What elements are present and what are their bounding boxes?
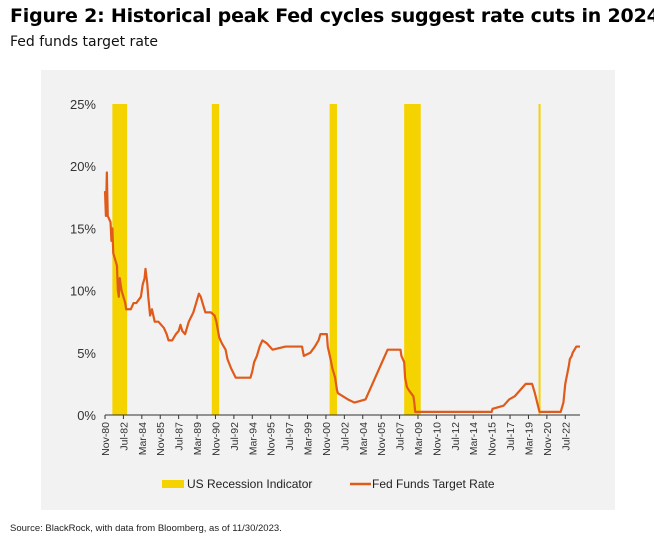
legend-rate-label: Fed Funds Target Rate [372, 477, 495, 491]
x-tick-label: Mar-94 [247, 422, 259, 455]
x-tick-label: Nov-20 [542, 422, 554, 456]
y-tick-label: 10% [70, 284, 96, 299]
chart-panel: 0% 5% 10% 15% 20% 25% Nov-80 Jul-82 Mar-84 Nov-85… [41, 70, 615, 510]
x-tick-label: Mar-99 [303, 422, 315, 455]
x-tick-label: Nov-90 [210, 422, 222, 456]
y-tick-label: 0% [77, 408, 96, 423]
x-tick-label: Mar-14 [468, 422, 480, 455]
y-tick-label: 20% [70, 159, 96, 174]
x-tick-label: Mar-09 [413, 422, 425, 455]
x-tick-label: Jul-87 [174, 422, 186, 451]
legend-recession-swatch [162, 480, 184, 488]
x-tick-label: Jul-12 [450, 422, 462, 451]
chart-title: Figure 2: Historical peak Fed cycles sug… [10, 5, 654, 27]
x-tick-label: Jul-97 [284, 422, 296, 451]
x-tick-label: Nov-00 [321, 422, 333, 456]
y-tick-label: 5% [77, 346, 96, 361]
fed-funds-rate-line [103, 171, 580, 413]
x-tick-label: Nov-15 [487, 422, 499, 456]
recession-bar [538, 104, 541, 415]
x-tick-label: Mar-84 [137, 422, 149, 455]
x-tick-label: Nov-80 [100, 422, 112, 456]
source-note: Source: BlackRock, with data from Bloomb… [10, 523, 282, 534]
x-tick-label: Jul-02 [339, 422, 351, 451]
recession-bar [112, 104, 128, 415]
legend-recession-label: US Recession Indicator [187, 477, 312, 491]
x-tick-label: Nov-85 [155, 422, 167, 456]
recession-bar [329, 104, 337, 415]
recession-bar [211, 104, 220, 415]
y-tick-label: 15% [70, 221, 96, 236]
x-tick-label: Jul-07 [395, 422, 407, 451]
chart-subtitle: Fed funds target rate [10, 34, 158, 50]
x-tick-label: Mar-04 [358, 422, 370, 455]
chart-svg: 0% 5% 10% 15% 20% 25% Nov-80 Jul-82 Mar-84 Nov-85… [70, 97, 580, 491]
x-tick-label: Mar-89 [192, 422, 204, 455]
x-tick-label: Jul-17 [505, 422, 517, 451]
x-tick-label: Nov-10 [431, 422, 443, 456]
x-tick-label: Mar-19 [523, 422, 535, 455]
x-tick-label: Jul-22 [560, 422, 572, 451]
x-tick-label: Jul-92 [229, 422, 241, 451]
x-tick-label: Nov-05 [376, 422, 388, 456]
x-tick-label: Jul-82 [118, 422, 130, 451]
x-tick-label: Nov-95 [266, 422, 278, 456]
recession-bar [404, 104, 421, 415]
y-tick-label: 25% [70, 97, 96, 112]
